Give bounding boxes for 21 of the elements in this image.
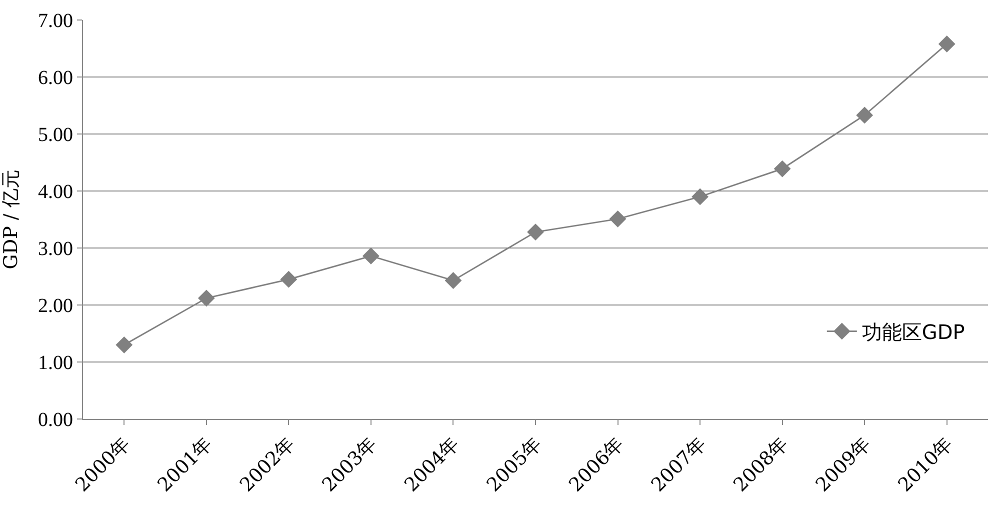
point [362,248,380,264]
point [774,160,791,178]
point [280,270,298,288]
point [198,290,215,307]
point [609,210,626,228]
y-tick-label: 6.00 [38,67,73,89]
point [692,188,708,206]
legend-label: 功能区GDP [862,320,965,344]
y-tick-label: 2.00 [38,295,73,317]
y-axis-title: GDP / 亿元 [0,170,22,270]
point [116,336,133,354]
point [938,35,956,52]
point [444,272,462,289]
point [856,106,874,124]
y-tick-label: 0.00 [38,409,73,431]
y-tick-label: 4.00 [38,181,73,203]
y-tick-label: 1.00 [38,352,73,374]
point [527,224,544,240]
y-tick-label: 7.00 [38,10,73,32]
y-tick-label: 5.00 [38,124,73,146]
y-tick-label: 3.00 [38,238,73,260]
